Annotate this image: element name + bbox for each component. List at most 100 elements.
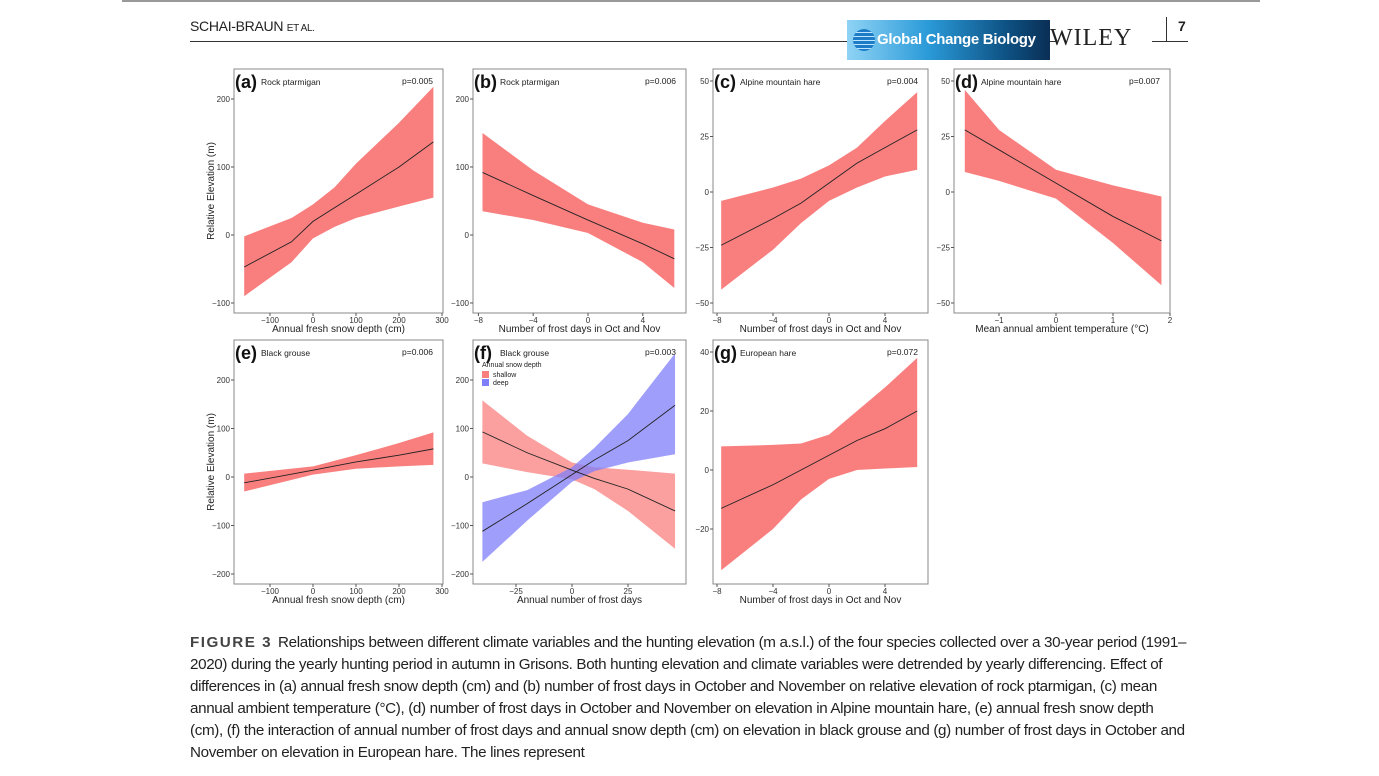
y-axis-title: Relative Elevation (m) (206, 413, 217, 511)
caption-text: Relationships between different climate … (190, 634, 1187, 761)
x-tick-label: −8 (712, 316, 722, 325)
confidence-ribbon-e (244, 432, 434, 492)
confidence-ribbon-a (244, 86, 434, 297)
running-head: SCHAI-BRAUN ET AL. (190, 18, 315, 34)
p-value: p=0.072 (887, 347, 918, 357)
y-tick-label: 200 (456, 95, 470, 104)
panel-label: (a) (235, 72, 257, 92)
confidence-ribbon-deep (482, 353, 676, 562)
p-value: p=0.004 (887, 76, 918, 86)
y-tick-label: 50 (941, 77, 950, 86)
x-tick-label: −4 (768, 587, 778, 596)
panel-label: (c) (714, 72, 736, 92)
panel-frame-b (472, 68, 687, 314)
page-number-divider (1166, 17, 1167, 41)
y-tick-label: −20 (695, 525, 709, 534)
y-tick-label: −100 (212, 299, 231, 308)
p-value: p=0.003 (645, 347, 676, 357)
species-label: Alpine mountain hare (740, 77, 821, 87)
fit-line-b (482, 172, 675, 260)
figure-caption: FIGURE 3 Relationships between different … (190, 632, 1190, 764)
fit-line-g (721, 410, 918, 509)
x-tick-label: 0 (311, 587, 316, 596)
x-tick-label: 2 (1168, 316, 1173, 325)
x-tick-label: −1 (994, 316, 1004, 325)
fit-line-e (244, 448, 434, 484)
y-tick-label: −50 (936, 299, 950, 308)
y-axis-title: Relative Elevation (m) (206, 142, 217, 240)
y-tick-label: 0 (226, 473, 231, 482)
x-tick-label: 4 (883, 587, 888, 596)
x-tick-label: −25 (509, 587, 523, 596)
y-tick-label: 0 (226, 231, 231, 240)
y-tick-label: 100 (456, 425, 470, 434)
x-tick-label: 0 (311, 316, 316, 325)
y-tick-label: −100 (451, 522, 470, 531)
y-tick-label: −100 (451, 299, 470, 308)
fit-line-shallow (482, 431, 676, 512)
species-label: Rock ptarmigan (500, 77, 560, 87)
panel-label: (g) (714, 343, 737, 363)
x-tick-label: −4 (768, 316, 778, 325)
species-label: European hare (740, 348, 797, 358)
p-value: p=0.007 (1129, 76, 1160, 86)
author-text: SCHAI-BRAUN (190, 18, 284, 34)
confidence-ribbon-g (721, 357, 918, 571)
x-tick-label: 100 (349, 316, 363, 325)
y-tick-label: −50 (695, 299, 709, 308)
journal-logo: Global Change Biology (847, 20, 1050, 60)
fit-line-deep (482, 404, 676, 532)
y-tick-label: 200 (217, 95, 231, 104)
p-value: p=0.006 (402, 347, 433, 357)
y-tick-label: 0 (946, 188, 951, 197)
legend-label-shallow: shallow (493, 372, 517, 379)
panel-frame-c (712, 68, 929, 314)
species-label: Black grouse (500, 348, 549, 358)
x-tick-label: 100 (349, 587, 363, 596)
fit-line-c (720, 129, 918, 246)
panel-frame-a (233, 68, 444, 314)
y-tick-label: 25 (941, 133, 950, 142)
x-tick-label: 1 (1111, 316, 1116, 325)
legend-swatch-shallow (482, 371, 489, 378)
page-number: 7 (1178, 18, 1186, 34)
fit-line-a (243, 141, 434, 268)
y-tick-label: −200 (212, 570, 231, 579)
species-label: Alpine mountain hare (981, 77, 1062, 87)
y-tick-label: 40 (700, 348, 709, 357)
x-tick-label: −4 (529, 316, 539, 325)
y-tick-label: 100 (217, 425, 231, 434)
y-tick-label: 0 (705, 466, 710, 475)
y-tick-label: 0 (465, 473, 470, 482)
confidence-ribbon-c (721, 92, 918, 290)
species-label: Black grouse (261, 348, 310, 358)
panel-frame-f (472, 339, 687, 585)
confidence-ribbon-b (482, 133, 675, 289)
y-tick-label: 200 (456, 376, 470, 385)
x-tick-label: −8 (712, 587, 722, 596)
x-tick-label: 0 (570, 587, 575, 596)
panel-label: (f) (474, 343, 492, 363)
y-tick-label: 100 (456, 163, 470, 172)
x-tick-label: 25 (624, 587, 633, 596)
panel-frame-d (953, 68, 1171, 314)
x-axis-title: Number of frost days in Oct and Nov (740, 595, 902, 606)
y-tick-label: 0 (705, 188, 710, 197)
x-tick-label: −100 (261, 316, 280, 325)
x-tick-label: 0 (827, 316, 832, 325)
x-tick-label: 0 (1054, 316, 1059, 325)
panel-frame-g (712, 339, 929, 585)
y-tick-label: −200 (451, 570, 470, 579)
panel-label: (d) (955, 72, 978, 92)
y-tick-label: −25 (695, 244, 709, 253)
x-axis-title: Mean annual ambient temperature (°C) (975, 324, 1149, 335)
page-top-border (122, 0, 1260, 2)
species-label: Rock ptarmigan (261, 77, 321, 87)
et-al-text: ET AL. (286, 23, 315, 34)
y-tick-label: 200 (217, 376, 231, 385)
figure-label: FIGURE 3 (190, 634, 273, 651)
header-rule-right (1152, 41, 1188, 42)
y-tick-label: −25 (936, 244, 950, 253)
x-tick-label: 200 (392, 587, 406, 596)
